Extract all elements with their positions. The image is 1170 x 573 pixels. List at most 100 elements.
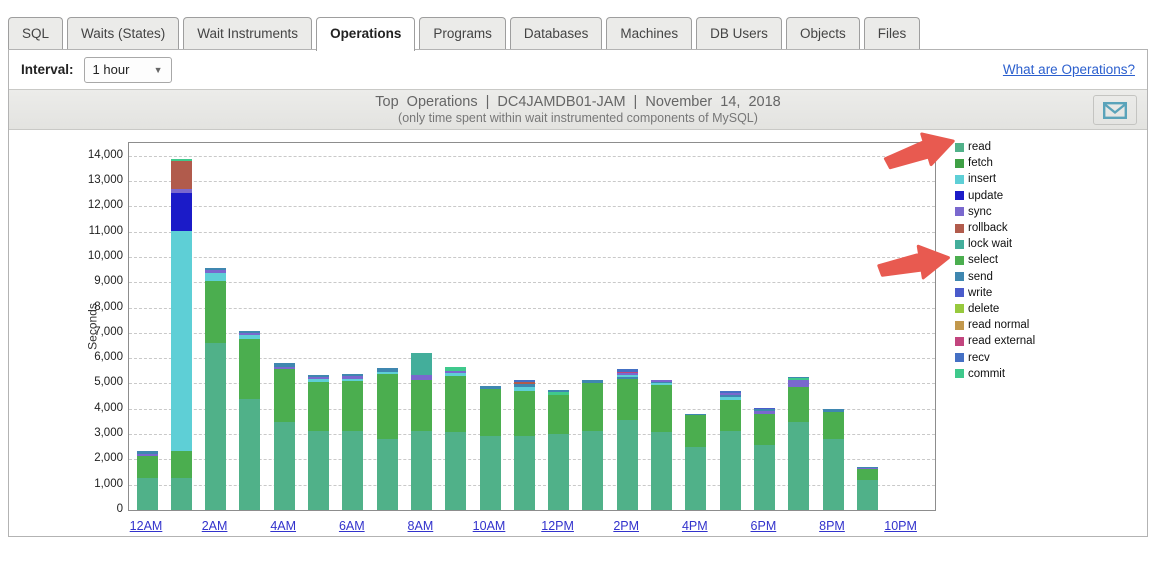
bar-segment-select[interactable] bbox=[753, 413, 775, 446]
bar-6pm[interactable] bbox=[753, 407, 775, 510]
bar-10am[interactable] bbox=[479, 385, 501, 510]
bar-segment-send[interactable] bbox=[822, 408, 844, 413]
bar-segment-select[interactable] bbox=[273, 369, 295, 423]
bar-segment-send[interactable] bbox=[788, 376, 810, 379]
bar-segment-read[interactable] bbox=[342, 431, 364, 510]
bar-segment-read[interactable] bbox=[308, 431, 329, 510]
bar-1am[interactable] bbox=[170, 158, 192, 510]
tab-operations[interactable]: Operations bbox=[316, 17, 416, 51]
bar-segment-send[interactable] bbox=[239, 330, 261, 334]
bar-segment-read[interactable] bbox=[822, 438, 844, 510]
bar-segment-insert[interactable] bbox=[170, 230, 192, 452]
bar-segment-send[interactable] bbox=[753, 409, 775, 411]
bar-segment-sync[interactable] bbox=[445, 370, 467, 373]
bar-segment-select[interactable] bbox=[822, 412, 844, 439]
tab-objects[interactable]: Objects bbox=[785, 17, 860, 49]
bar-segment-select[interactable] bbox=[651, 385, 672, 433]
bar-segment-sync[interactable] bbox=[410, 374, 432, 380]
bar-6am[interactable] bbox=[342, 373, 364, 510]
bar-segment-insert[interactable] bbox=[616, 374, 638, 377]
bar-segment-send[interactable] bbox=[582, 379, 604, 384]
bar-segment-recv[interactable] bbox=[616, 369, 638, 372]
bar-5pm[interactable] bbox=[719, 390, 741, 510]
interval-select[interactable]: 1 hour ▼ bbox=[83, 56, 172, 83]
bar-segment-read[interactable] bbox=[239, 398, 261, 510]
bar-segment-select[interactable] bbox=[136, 455, 158, 479]
bar-segment-rollback[interactable] bbox=[170, 161, 192, 189]
bar-segment-sync[interactable] bbox=[308, 377, 329, 380]
bar-9am[interactable] bbox=[445, 366, 467, 510]
bar-3pm[interactable] bbox=[651, 379, 672, 510]
bar-segment-send[interactable] bbox=[376, 368, 398, 372]
bar-segment-send[interactable] bbox=[136, 451, 158, 455]
bar-12pm[interactable] bbox=[548, 389, 570, 510]
bar-segment-read[interactable] bbox=[136, 478, 158, 510]
bar-segment-read[interactable] bbox=[651, 432, 672, 510]
bar-segment-insert[interactable] bbox=[239, 335, 261, 339]
bar-segment-select[interactable] bbox=[788, 386, 810, 423]
bar-segment-sync[interactable] bbox=[170, 188, 192, 194]
bar-segment-select[interactable] bbox=[205, 281, 227, 344]
tab-machines[interactable]: Machines bbox=[606, 17, 693, 49]
bar-segment-select[interactable] bbox=[376, 374, 398, 440]
bar-segment-sync[interactable] bbox=[342, 376, 364, 379]
bar-segment-insert[interactable] bbox=[719, 396, 741, 400]
x-axis-link-8pm[interactable]: 8PM bbox=[819, 519, 845, 533]
bar-segment-read[interactable] bbox=[685, 447, 707, 510]
bar-segment-select[interactable] bbox=[513, 391, 535, 437]
bar-segment-read[interactable] bbox=[170, 478, 192, 510]
bar-segment-rollback[interactable] bbox=[513, 382, 535, 385]
x-axis-link-2am[interactable]: 2AM bbox=[201, 519, 228, 533]
bar-segment-read[interactable] bbox=[753, 445, 775, 510]
bar-segment-send[interactable] bbox=[205, 268, 227, 271]
x-axis-link-4am[interactable]: 4AM bbox=[270, 519, 297, 533]
bar-segment-send[interactable] bbox=[719, 395, 741, 397]
bar-segment-recv[interactable] bbox=[513, 379, 535, 383]
bar-segment-read[interactable] bbox=[856, 480, 878, 510]
bar-segment-select[interactable] bbox=[616, 379, 638, 420]
bar-segment-select[interactable] bbox=[239, 338, 261, 399]
bar-segment-select[interactable] bbox=[445, 376, 467, 433]
bar-segment-select[interactable] bbox=[719, 399, 741, 432]
x-axis-link-2pm[interactable]: 2PM bbox=[613, 519, 640, 533]
bar-segment-sync[interactable] bbox=[273, 366, 295, 370]
bar-3am[interactable] bbox=[239, 330, 261, 510]
tab-sql[interactable]: SQL bbox=[8, 17, 64, 49]
bar-segment-select[interactable] bbox=[479, 388, 501, 437]
bar-segment-commit[interactable] bbox=[445, 366, 467, 371]
bar-segment-sync[interactable] bbox=[856, 467, 878, 469]
tab-files[interactable]: Files bbox=[863, 17, 921, 49]
bar-segment-insert[interactable] bbox=[376, 371, 398, 375]
bar-segment-sync[interactable] bbox=[788, 380, 810, 387]
bar-segment-send[interactable] bbox=[479, 385, 501, 389]
x-axis-link-10am[interactable]: 10AM bbox=[472, 519, 506, 533]
x-axis-link-12pm[interactable]: 12PM bbox=[541, 519, 574, 533]
bar-segment-commit[interactable] bbox=[170, 158, 192, 162]
bar-5am[interactable] bbox=[308, 374, 329, 510]
bar-segment-sync[interactable] bbox=[651, 379, 672, 382]
email-button[interactable] bbox=[1093, 95, 1137, 125]
bar-segment-read[interactable] bbox=[513, 436, 535, 510]
bar-segment-read[interactable] bbox=[582, 431, 604, 510]
bar-segment-read[interactable] bbox=[445, 432, 467, 510]
bar-segment-read[interactable] bbox=[479, 436, 501, 510]
bar-4am[interactable] bbox=[273, 363, 295, 510]
bar-segment-lock-wait[interactable] bbox=[410, 352, 432, 375]
bar-segment-write[interactable] bbox=[753, 407, 775, 410]
bar-segment-select[interactable] bbox=[582, 383, 604, 432]
x-axis-link-8am[interactable]: 8AM bbox=[407, 519, 434, 533]
bar-segment-sync[interactable] bbox=[753, 410, 775, 414]
bar-segment-insert[interactable] bbox=[651, 383, 672, 386]
tab-db-users[interactable]: DB Users bbox=[696, 17, 782, 49]
tab-programs[interactable]: Programs bbox=[419, 17, 506, 49]
x-axis-link-4pm[interactable]: 4PM bbox=[681, 519, 708, 533]
bar-segment-read-external[interactable] bbox=[616, 371, 638, 374]
bar-4pm[interactable] bbox=[685, 413, 707, 510]
bar-12am[interactable] bbox=[136, 451, 158, 510]
bar-segment-select[interactable] bbox=[856, 468, 878, 481]
bar-segment-sync[interactable] bbox=[719, 392, 741, 396]
x-axis-link-6am[interactable]: 6AM bbox=[338, 519, 365, 533]
bar-segment-read[interactable] bbox=[205, 343, 227, 510]
bar-segment-select[interactable] bbox=[342, 380, 364, 432]
bar-segment-commit[interactable] bbox=[788, 378, 810, 381]
